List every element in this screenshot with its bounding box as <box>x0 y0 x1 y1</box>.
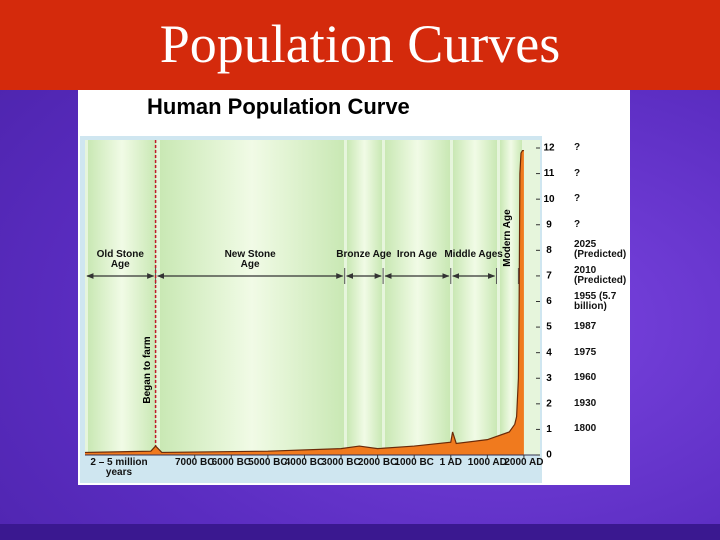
x-tick-label: 7000 BC <box>174 457 215 468</box>
x-tick-label: 1 AD <box>439 457 462 468</box>
stripe <box>160 140 344 455</box>
x-tick-label: 2 – 5 million years <box>90 457 148 478</box>
stripe <box>385 140 450 455</box>
y-tick-label: 8 <box>546 245 552 256</box>
y-tick-label: 2 <box>546 398 552 409</box>
y-tick-label: 9 <box>546 219 552 230</box>
era-label: Middle Ages <box>444 249 503 260</box>
milestone-label: ? <box>574 193 581 205</box>
x-tick-label: 1000 AD <box>467 457 507 468</box>
milestone-label: ? <box>574 218 581 230</box>
annotation-label: Began to farm <box>142 336 153 403</box>
milestone-label: 1987 <box>574 321 597 333</box>
curve-line <box>84 149 524 454</box>
milestone-label: 1960 <box>574 372 597 384</box>
x-tick-label: 5000 BC <box>248 457 288 468</box>
era-label: Old Stone Age <box>96 249 144 270</box>
y-tick-label: 1 <box>546 424 552 435</box>
x-tick-label: 6000 BC <box>211 457 252 468</box>
y-tick-label: 7 <box>546 271 552 282</box>
x-tick-label: 1000 BC <box>394 457 434 468</box>
milestone-label: ? <box>574 142 581 153</box>
x-tick-label: 2000 BC <box>357 457 398 468</box>
stripe <box>88 140 156 455</box>
milestone-label: 2025 (Predicted) <box>574 239 627 261</box>
y-tick-label: 4 <box>546 347 552 358</box>
era-label: Iron Age <box>396 249 438 260</box>
stripe <box>500 140 522 455</box>
milestone-label: ? <box>574 167 581 179</box>
stripe <box>347 140 382 455</box>
y-tick-label: 10 <box>543 194 555 205</box>
x-tick-label: 4000 BC <box>284 457 325 468</box>
x-tick-label: 2000 AD <box>504 457 544 468</box>
milestone-label: 1975 <box>574 346 597 358</box>
era-label: Modern Age <box>502 209 513 267</box>
slide-title: Population Curves <box>159 14 561 74</box>
bottom-bar <box>0 524 720 540</box>
chart-title: Human Population Curve <box>147 94 410 119</box>
header <box>0 0 720 90</box>
y-tick-label: 12 <box>543 143 555 154</box>
y-tick-label: 5 <box>546 322 552 333</box>
x-tick-label: 3000 BC <box>321 457 361 468</box>
stripe <box>453 140 497 455</box>
milestone-label: 1800 <box>574 423 597 435</box>
y-tick-label: 0 <box>546 450 552 461</box>
era-label: New Stone Age <box>224 249 276 270</box>
milestone-label: 1930 <box>574 397 597 409</box>
milestone-label: 1955 (5.7 billion) <box>574 290 617 312</box>
era-label: Bronze Age <box>336 249 392 260</box>
y-tick-label: 3 <box>546 373 552 384</box>
y-tick-label: 11 <box>544 168 555 179</box>
milestone-label: 2010 (Predicted) <box>574 264 627 286</box>
y-tick-label: 6 <box>546 296 552 307</box>
